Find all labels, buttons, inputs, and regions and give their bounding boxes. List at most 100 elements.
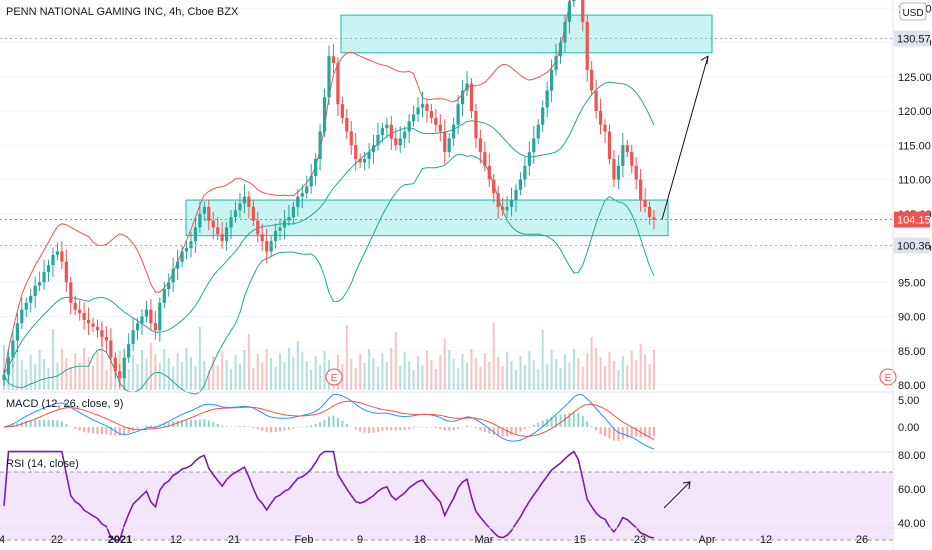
macd-histogram-bar — [506, 427, 509, 437]
volume-bar — [296, 341, 299, 390]
macd-histogram-bar — [118, 427, 121, 436]
chart-title: PENN NATIONAL GAMING INC, 4h, Cboe BZX — [6, 6, 239, 18]
rsi-line — [3, 450, 655, 541]
candle-body — [78, 309, 82, 314]
macd-histogram-bar — [270, 427, 273, 433]
candle-body — [131, 330, 135, 344]
candlestick-series[interactable] — [2, 0, 656, 390]
resistance-zone[interactable] — [340, 14, 713, 54]
volume-bar — [430, 360, 433, 390]
volume-bar — [198, 327, 201, 390]
candle-body — [541, 107, 545, 125]
candle-body — [11, 340, 15, 358]
time-axis[interactable]: 4 22 2021 12 21 Feb 9 18 Mar 15 23 Apr 12 26 — [0, 527, 932, 546]
volume-bar — [368, 349, 371, 390]
rsi-tick-label: 60.00 — [898, 484, 926, 496]
candle — [456, 95, 460, 135]
candle — [78, 300, 82, 321]
macd-histogram-bar — [319, 422, 322, 427]
candle-body — [153, 323, 157, 331]
rsi-arrow-line[interactable] — [663, 481, 691, 509]
volume-bar — [225, 360, 228, 390]
candle-body — [162, 289, 166, 303]
macd-histogram-bar — [145, 425, 148, 427]
macd-histogram-bar — [185, 419, 188, 427]
candle — [269, 235, 273, 257]
volume-bar — [158, 363, 161, 390]
price-axis[interactable]: 80.0085.0090.0095.00100.00105.00110.0011… — [892, 0, 932, 550]
earnings-marker-2[interactable]: E — [879, 368, 897, 386]
candle-body — [429, 111, 433, 118]
volume-bar — [421, 365, 424, 390]
rsi-pane[interactable]: RSI (14, close) — [0, 450, 893, 541]
candle-body — [296, 196, 300, 207]
macd-histogram-bar — [100, 427, 103, 435]
candle — [229, 209, 233, 240]
macd-histogram-bar — [412, 427, 415, 429]
volume-bar — [497, 357, 500, 390]
projection-arrow-head[interactable] — [700, 55, 709, 65]
macd-histogram-bar — [563, 413, 566, 427]
macd-histogram-bar — [483, 427, 486, 433]
macd-pane[interactable]: MACD (12, 26, close, 9) — [3, 393, 655, 450]
candle-body — [238, 203, 242, 211]
candle-body — [563, 21, 567, 43]
time-tick-label: Feb — [295, 534, 314, 546]
volume-bar — [412, 370, 415, 390]
macd-histogram-bar — [479, 427, 482, 431]
rsi-arrow-head[interactable] — [682, 481, 691, 490]
macd-histogram-bar — [83, 427, 86, 432]
macd-histogram-bar — [510, 427, 513, 436]
volume-bar — [479, 367, 482, 390]
candle-body — [349, 131, 353, 146]
volume-bar — [555, 359, 558, 390]
volume-bar — [3, 345, 5, 390]
candle — [443, 119, 447, 164]
candle-body — [581, 0, 585, 22]
macd-histogram-bar — [29, 420, 32, 427]
candle-body — [478, 138, 482, 153]
macd-histogram-bar — [149, 425, 152, 427]
candle — [545, 81, 549, 118]
macd-histogram-bar — [69, 426, 72, 428]
macd-histogram-bar — [501, 427, 504, 437]
volume-bar — [47, 368, 50, 390]
macd-histogram-bar — [350, 426, 353, 428]
candle-body — [100, 330, 104, 338]
rectangle-zones[interactable] — [185, 14, 713, 237]
candle — [460, 79, 465, 116]
candle — [220, 221, 224, 249]
macd-histogram-bar — [279, 427, 282, 432]
candle — [256, 211, 260, 242]
macd-histogram-bar — [261, 427, 264, 431]
volume-bar — [595, 348, 598, 390]
candle-body — [345, 117, 349, 132]
macd-histogram-bar — [181, 420, 184, 427]
time-tick-label: Apr — [698, 534, 715, 546]
volume-bar — [265, 349, 268, 390]
earnings-marker-1[interactable]: E — [325, 368, 343, 386]
candle-body — [420, 104, 425, 108]
macd-histogram-bar — [488, 427, 491, 434]
candle — [509, 187, 514, 217]
candle-body — [104, 337, 108, 341]
candle-body — [452, 124, 456, 139]
macd-histogram-bar — [332, 415, 335, 427]
volume-bar — [207, 370, 210, 390]
currency-button[interactable]: USD — [899, 2, 927, 21]
candle — [590, 60, 594, 96]
macd-histogram-bar — [198, 419, 201, 427]
candle-body — [389, 124, 393, 139]
volume-bar — [381, 353, 384, 390]
price-pane[interactable]: E E PENN NATIONAL GAMING INC, 4h, Cboe B… — [0, 0, 897, 395]
macd-histogram-bar — [457, 427, 460, 429]
macd-histogram-bar — [417, 427, 420, 428]
candle — [403, 126, 407, 148]
candle-body — [567, 1, 572, 22]
projection-arrow-line[interactable] — [661, 56, 709, 220]
candle — [180, 245, 184, 268]
volume-bar — [145, 359, 148, 390]
price-level-lines — [0, 38, 893, 246]
macd-histogram-bar — [136, 427, 139, 429]
